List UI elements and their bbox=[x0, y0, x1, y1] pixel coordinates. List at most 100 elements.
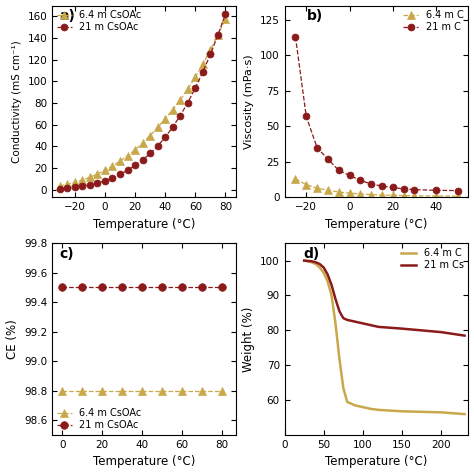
21 m CsOAc bbox=[95, 180, 100, 186]
21 m Cs bbox=[360, 320, 366, 326]
6.4 m C bbox=[340, 385, 346, 391]
21 m CsOAc bbox=[159, 284, 165, 290]
6.4 m CsOAc bbox=[95, 171, 100, 177]
21 m CsOAc bbox=[200, 69, 206, 74]
21 m Cs bbox=[462, 333, 467, 338]
21 m Cs bbox=[321, 265, 327, 271]
21 m C bbox=[336, 168, 342, 173]
Line: 6.4 m CsOAc: 6.4 m CsOAc bbox=[58, 387, 226, 395]
21 m Cs bbox=[352, 319, 358, 325]
21 m Cs bbox=[333, 296, 338, 302]
6.4 m C bbox=[455, 193, 460, 199]
21 m Cs bbox=[376, 324, 382, 330]
6.4 m C bbox=[401, 193, 406, 199]
21 m C bbox=[390, 185, 396, 191]
6.4 m CsOAc bbox=[155, 125, 161, 130]
6.4 m C bbox=[328, 292, 334, 298]
6.4 m CsOAc bbox=[177, 97, 183, 103]
6.4 m C bbox=[390, 192, 396, 198]
6.4 m C bbox=[368, 191, 374, 197]
6.4 m C bbox=[399, 409, 405, 414]
21 m C bbox=[346, 173, 352, 178]
6.4 m C bbox=[333, 320, 338, 326]
21 m CsOAc bbox=[208, 52, 213, 57]
21 m CsOAc bbox=[125, 167, 130, 173]
6.4 m C bbox=[309, 259, 315, 265]
6.4 m C bbox=[345, 399, 350, 405]
6.4 m CsOAc bbox=[72, 180, 78, 185]
Line: 6.4 m C: 6.4 m C bbox=[292, 175, 462, 200]
6.4 m CsOAc bbox=[185, 86, 191, 92]
21 m CsOAc bbox=[199, 284, 205, 290]
6.4 m CsOAc bbox=[215, 32, 221, 38]
6.4 m C bbox=[317, 265, 323, 271]
21 m Cs bbox=[337, 309, 342, 314]
21 m CsOAc bbox=[59, 284, 65, 290]
6.4 m C bbox=[325, 279, 330, 284]
6.4 m CsOAc bbox=[57, 183, 63, 189]
21 m CsOAc bbox=[185, 100, 191, 105]
6.4 m CsOAc bbox=[219, 388, 225, 393]
Text: c): c) bbox=[60, 247, 74, 261]
21 m C bbox=[292, 34, 298, 40]
21 m C bbox=[303, 114, 309, 119]
6.4 m CsOAc bbox=[179, 388, 185, 393]
Legend: 6.4 m CsOAc, 21 m CsOAc: 6.4 m CsOAc, 21 m CsOAc bbox=[57, 408, 142, 430]
Text: a): a) bbox=[60, 9, 75, 23]
6.4 m CsOAc bbox=[163, 116, 168, 122]
21 m CsOAc bbox=[132, 163, 138, 168]
6.4 m C bbox=[368, 406, 374, 412]
6.4 m C bbox=[360, 404, 366, 410]
Text: d): d) bbox=[303, 247, 319, 261]
6.4 m CsOAc bbox=[170, 107, 175, 112]
6.4 m CsOAc bbox=[64, 182, 70, 187]
6.4 m C bbox=[305, 258, 311, 264]
21 m C bbox=[368, 181, 374, 187]
21 m Cs bbox=[309, 258, 315, 264]
6.4 m CsOAc bbox=[119, 388, 125, 393]
6.4 m C bbox=[336, 189, 342, 195]
21 m CsOAc bbox=[57, 186, 63, 191]
21 m CsOAc bbox=[80, 183, 85, 189]
21 m Cs bbox=[317, 261, 323, 267]
21 m CsOAc bbox=[140, 157, 146, 163]
21 m C bbox=[357, 178, 363, 183]
21 m CsOAc bbox=[163, 135, 168, 140]
21 m CsOAc bbox=[177, 113, 183, 118]
Line: 21 m CsOAc: 21 m CsOAc bbox=[58, 283, 226, 291]
Line: 6.4 m CsOAc: 6.4 m CsOAc bbox=[56, 15, 229, 190]
21 m Cs bbox=[313, 259, 319, 265]
Line: 21 m C: 21 m C bbox=[292, 33, 461, 194]
21 m C bbox=[379, 183, 385, 189]
6.4 m C bbox=[357, 191, 363, 197]
6.4 m CsOAc bbox=[100, 388, 105, 393]
Text: b): b) bbox=[307, 9, 323, 23]
21 m CsOAc bbox=[64, 185, 70, 191]
21 m CsOAc bbox=[119, 284, 125, 290]
21 m Cs bbox=[325, 272, 330, 277]
6.4 m C bbox=[411, 193, 417, 199]
6.4 m CsOAc bbox=[109, 163, 115, 169]
6.4 m CsOAc bbox=[132, 147, 138, 153]
6.4 m CsOAc bbox=[87, 174, 93, 180]
21 m Cs bbox=[345, 317, 350, 323]
21 m C bbox=[433, 187, 439, 193]
21 m C bbox=[401, 186, 406, 192]
21 m CsOAc bbox=[192, 85, 198, 91]
6.4 m C bbox=[292, 176, 298, 182]
6.4 m C bbox=[379, 192, 385, 198]
21 m CsOAc bbox=[223, 11, 228, 17]
Legend: 6.4 m CsOAc, 21 m CsOAc: 6.4 m CsOAc, 21 m CsOAc bbox=[57, 10, 142, 32]
6.4 m CsOAc bbox=[80, 177, 85, 183]
6.4 m CsOAc bbox=[139, 388, 145, 393]
6.4 m CsOAc bbox=[102, 167, 108, 173]
21 m C bbox=[314, 145, 320, 151]
6.4 m C bbox=[352, 402, 358, 408]
21 m C bbox=[455, 188, 460, 193]
6.4 m C bbox=[438, 410, 444, 415]
21 m CsOAc bbox=[102, 178, 108, 183]
Y-axis label: Viscosity (mPa·s): Viscosity (mPa·s) bbox=[244, 54, 255, 149]
21 m CsOAc bbox=[117, 172, 123, 177]
6.4 m C bbox=[433, 193, 439, 199]
6.4 m CsOAc bbox=[117, 158, 123, 164]
